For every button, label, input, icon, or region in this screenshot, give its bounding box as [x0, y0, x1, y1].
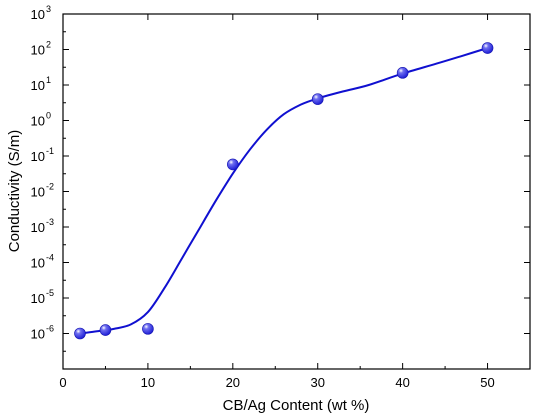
y-tick-label: 10 [31, 7, 45, 22]
y-tick-exponent: 3 [46, 4, 51, 14]
y-tick-exponent: 2 [46, 40, 51, 50]
y-tick-label: 10 [31, 327, 45, 342]
data-point [396, 67, 409, 79]
x-tick-label: 30 [310, 375, 324, 390]
y-tick-exponent: -5 [46, 288, 54, 298]
y-axis-title: Conductivity (S/m) [6, 130, 23, 253]
x-tick-label: 0 [59, 375, 66, 390]
y-tick-exponent: -6 [46, 324, 54, 334]
x-tick-label: 10 [141, 375, 155, 390]
data-point [227, 158, 239, 171]
y-tick-exponent: -2 [46, 182, 54, 192]
y-tick-label: 10 [31, 185, 45, 200]
y-tick-label: 10 [31, 291, 45, 306]
y-tick-exponent: 0 [46, 111, 51, 121]
x-axis-title: CB/Ag Content (wt %) [223, 397, 370, 414]
fit-curve-line [79, 47, 488, 335]
y-tick-label: 10 [31, 256, 45, 271]
data-point [74, 327, 86, 340]
y-tick-label: 10 [31, 43, 45, 58]
data-point [481, 42, 494, 54]
data-point [99, 324, 112, 336]
x-tick-label: 20 [226, 375, 240, 390]
fit-curve-layer [79, 47, 488, 335]
y-tick-label: 10 [31, 149, 45, 164]
x-tick-label: 50 [480, 375, 494, 390]
plot-frame [62, 13, 531, 370]
data-point [311, 93, 324, 105]
x-tick-label: 40 [395, 375, 409, 390]
data-points-layer [74, 42, 494, 340]
x-ticks-layer: 0 10 20 30 40 50 [59, 14, 495, 390]
y-tick-label: 10 [31, 220, 45, 235]
y-tick-exponent: -4 [46, 253, 54, 263]
y-tick-label: 10 [31, 78, 45, 93]
y-tick-exponent: 1 [46, 75, 51, 85]
data-point [142, 323, 154, 335]
y-tick-exponent: -1 [46, 146, 54, 156]
y-tick-exponent: -3 [46, 217, 54, 227]
axes-layer [62, 13, 531, 370]
y-tick-label: 10 [31, 114, 45, 129]
